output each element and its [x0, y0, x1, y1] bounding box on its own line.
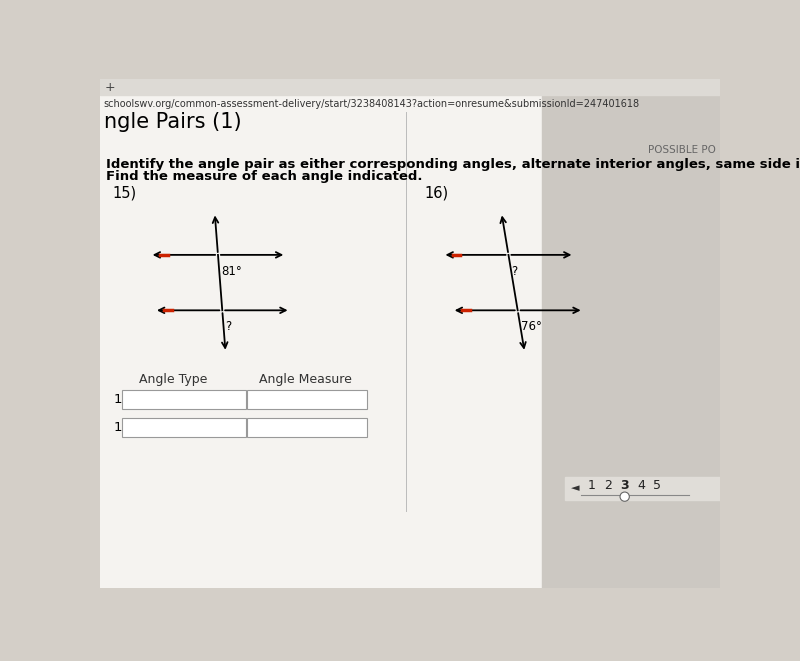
Bar — [247, 418, 367, 437]
Text: schoolswv.org/common-assessment-delivery/start/3238408143?action=onresume&submis: schoolswv.org/common-assessment-delivery… — [104, 99, 640, 109]
Text: 4: 4 — [637, 479, 645, 492]
Bar — [565, 477, 720, 500]
Text: Angle Measure: Angle Measure — [259, 373, 352, 386]
Text: 76°: 76° — [521, 321, 542, 333]
Bar — [100, 79, 720, 95]
Text: 81°: 81° — [221, 265, 242, 278]
Text: Angle Type: Angle Type — [139, 373, 208, 386]
Text: 15): 15) — [112, 186, 137, 201]
Circle shape — [620, 492, 630, 501]
Text: 2: 2 — [604, 479, 611, 492]
Text: 15: 15 — [113, 393, 130, 406]
Text: ngle Pairs (1): ngle Pairs (1) — [104, 112, 242, 132]
Text: Identify the angle pair as either corresponding angles, alternate interior angle: Identify the angle pair as either corres… — [106, 157, 800, 171]
Text: ?: ? — [226, 321, 232, 333]
Text: POSSIBLE PO: POSSIBLE PO — [648, 145, 716, 155]
Bar — [100, 79, 542, 588]
Bar — [247, 391, 367, 409]
Bar — [122, 391, 246, 409]
Text: ◄: ◄ — [571, 483, 580, 493]
Text: 3: 3 — [620, 479, 629, 492]
Text: 5: 5 — [654, 479, 662, 492]
Bar — [542, 79, 720, 588]
Text: ?: ? — [511, 265, 518, 278]
Text: Find the measure of each angle indicated.: Find the measure of each angle indicated… — [106, 170, 422, 183]
Bar — [122, 418, 246, 437]
Text: 16: 16 — [113, 421, 130, 434]
Text: 16): 16) — [424, 186, 448, 201]
Text: +: + — [105, 81, 115, 95]
Text: 1: 1 — [587, 479, 595, 492]
